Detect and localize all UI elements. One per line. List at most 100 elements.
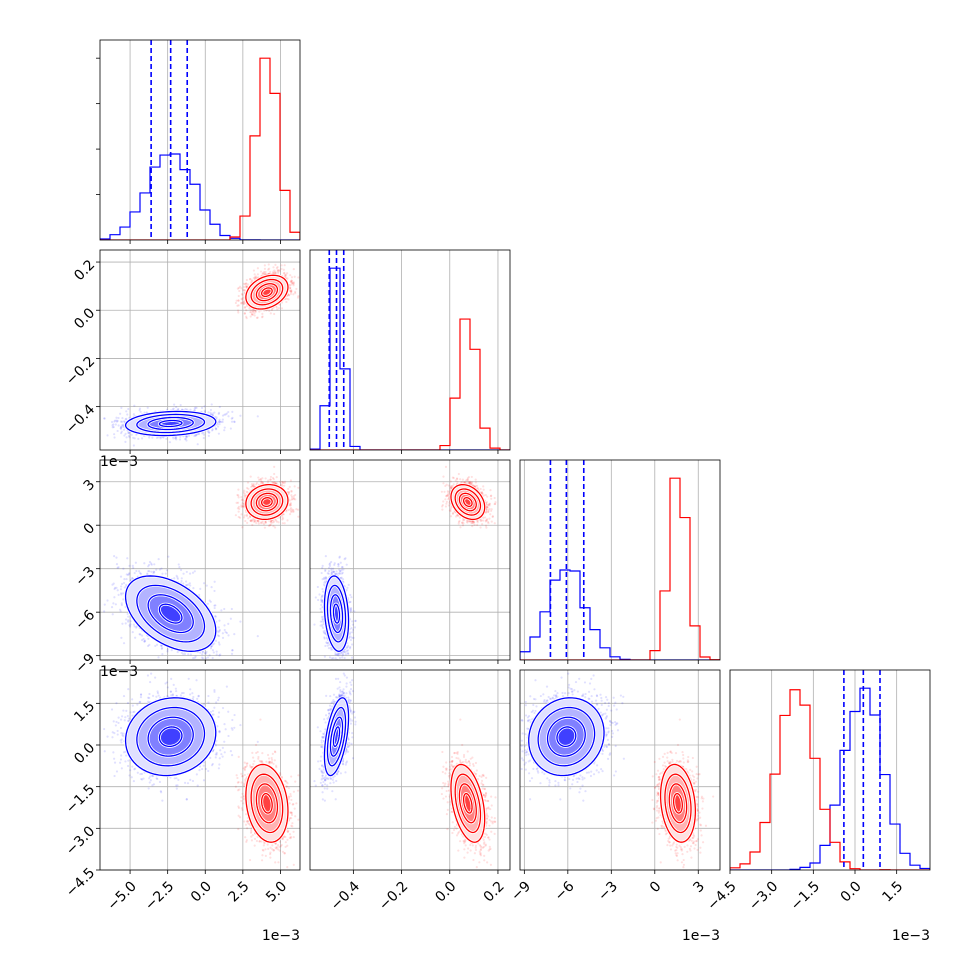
scatter-point	[132, 444, 135, 447]
scatter-point	[208, 431, 211, 434]
scatter-point	[121, 622, 124, 625]
scatter-point	[240, 302, 243, 305]
scatter-point	[243, 289, 246, 292]
scatter-point	[203, 405, 206, 408]
scatter-point	[264, 270, 267, 274]
scatter-point	[218, 418, 221, 421]
scatter-point	[218, 420, 221, 423]
scatter-point	[174, 662, 176, 664]
scatter-point	[250, 312, 254, 316]
scatter-point	[225, 412, 228, 415]
scatter-point	[147, 569, 150, 573]
scatter-point	[165, 437, 168, 440]
scatter-point	[248, 278, 252, 281]
scatter-point	[218, 423, 221, 426]
panel-content	[103, 465, 300, 668]
scatter-point	[251, 310, 255, 313]
panel-1-0: −0.4−0.20.00.2	[63, 249, 301, 454]
scatter-point	[120, 603, 123, 607]
scatter-point	[273, 312, 276, 316]
histogram-series-1	[310, 318, 510, 450]
scatter-point	[244, 285, 248, 288]
scatter-point	[273, 269, 276, 272]
scatter-point	[206, 602, 209, 605]
scatter-point	[211, 412, 214, 415]
scatter-point	[117, 424, 120, 427]
scatter-point	[214, 615, 217, 618]
scatter-point	[213, 604, 216, 607]
scatter-point	[223, 413, 226, 416]
scatter-point	[210, 586, 213, 589]
scatter-point	[285, 297, 288, 300]
scatter-point	[193, 434, 196, 438]
scatter-point	[210, 403, 213, 406]
scatter-point	[245, 309, 248, 312]
scatter-point	[255, 316, 259, 319]
scatter-point	[178, 438, 182, 441]
scatter-point	[250, 313, 254, 316]
scatter-point	[215, 416, 218, 419]
scatter-point	[209, 411, 212, 414]
scatter-point	[116, 429, 119, 433]
scatter-point	[276, 269, 279, 272]
scatter-point	[117, 593, 120, 596]
scatter-point	[217, 634, 220, 637]
scatter-point	[111, 583, 114, 586]
scatter-point	[184, 437, 188, 440]
scatter-point	[207, 434, 210, 437]
scatter-point	[188, 572, 192, 575]
scatter-point	[277, 269, 280, 272]
scatter-point	[277, 271, 280, 275]
scatter-point	[111, 426, 114, 429]
scatter-point	[131, 576, 134, 580]
scatter-point	[216, 423, 219, 426]
scatter-point	[113, 420, 116, 423]
scatter-point	[185, 584, 189, 587]
scatter-point	[235, 299, 238, 302]
scatter-point	[253, 312, 256, 315]
scatter-point	[233, 420, 236, 424]
scatter-point	[202, 433, 206, 436]
scatter-point	[297, 276, 300, 279]
scatter-point	[124, 622, 127, 625]
scatter-point	[236, 309, 240, 312]
scatter-point	[194, 406, 197, 409]
scatter-point	[106, 434, 109, 437]
scatter-point	[119, 426, 123, 429]
scatter-point	[245, 317, 248, 320]
scatter-point	[231, 649, 234, 652]
scatter-point	[278, 269, 281, 272]
scatter-point	[288, 287, 292, 290]
scatter-point	[205, 662, 207, 664]
scatter-point	[138, 409, 141, 412]
scatter-point	[240, 301, 243, 304]
scatter-point	[218, 619, 221, 622]
scatter-point	[186, 408, 189, 411]
scatter-point	[251, 310, 255, 313]
scatter-point	[261, 315, 264, 318]
scatter-point	[198, 666, 200, 668]
scatter-point	[155, 436, 159, 440]
scatter-point	[215, 427, 218, 431]
scatter-point	[127, 615, 130, 618]
scatter-point	[138, 407, 142, 410]
scatter-point	[124, 440, 127, 443]
scatter-point	[275, 306, 278, 309]
scatter-point	[261, 271, 265, 275]
scatter-point	[254, 310, 257, 313]
panel-0-0	[96, 39, 301, 244]
scatter-point	[263, 272, 267, 275]
scatter-point	[130, 433, 133, 436]
scatter-point	[252, 277, 255, 280]
scatter-point	[160, 644, 163, 647]
scatter-point	[243, 312, 246, 315]
scatter-point	[285, 272, 289, 275]
scatter-point	[290, 276, 294, 279]
scatter-point	[125, 410, 128, 413]
scatter-point	[280, 267, 283, 270]
scatter-point	[231, 416, 234, 419]
scatter-point	[158, 568, 162, 571]
scatter-point	[115, 420, 119, 423]
contour-1-1	[255, 283, 279, 302]
scatter-point	[219, 420, 222, 424]
